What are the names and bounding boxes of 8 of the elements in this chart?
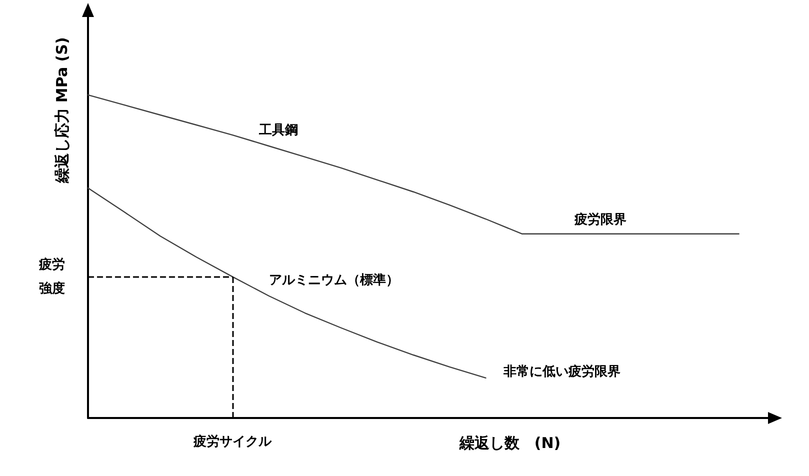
ref-line-label: 疲労強度 bbox=[38, 256, 65, 296]
y-axis-title: 繰返し応力 MPa (S) bbox=[53, 37, 71, 184]
annotation: 疲労限界 bbox=[573, 211, 626, 228]
text: 疲労サイクル bbox=[192, 434, 273, 450]
x-axis-title: 繰返し数 (N) bbox=[458, 434, 561, 452]
series-label: アルミニウム（標準） bbox=[268, 272, 399, 288]
annotation: 非常に低い疲労限界 bbox=[502, 363, 621, 380]
series-label: 工具鋼 bbox=[258, 123, 298, 138]
